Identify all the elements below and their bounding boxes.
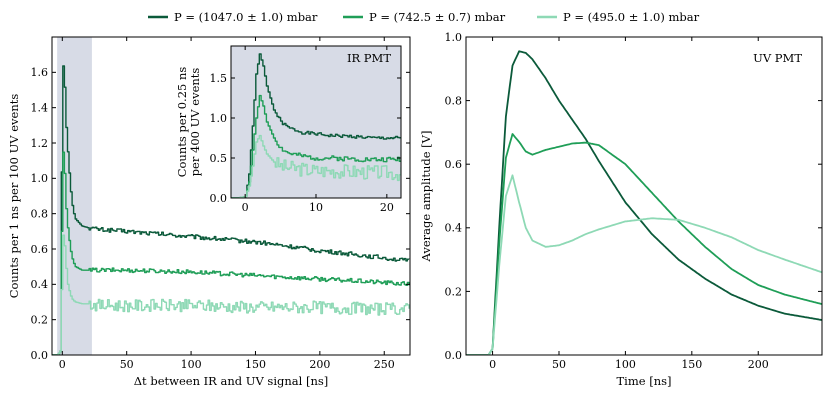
x-axis-label: Time [ns]: [617, 374, 672, 388]
y-tick-label: 0.8: [31, 208, 49, 221]
panel-title: UV PMT: [753, 51, 802, 65]
y-axis-label-line: per 400 UV events: [188, 68, 202, 177]
series-line: [52, 65, 410, 355]
plot-frame: [465, 36, 823, 356]
x-tick-label: 20: [380, 201, 394, 214]
y-tick-label: 1.0: [445, 31, 463, 44]
x-tick-label: 50: [552, 358, 566, 371]
y-tick-label: 0.6: [445, 158, 463, 171]
y-axis-label: Counts per 1 ns per 100 UV events: [7, 94, 21, 299]
series-line: [52, 234, 410, 355]
y-tick-label: 1.0: [31, 172, 49, 185]
y-tick-label: 1.4: [31, 102, 49, 115]
legend-label: P = (1047.0 ± 1.0) mbar: [174, 10, 318, 24]
y-tick-label: 1.0: [210, 112, 228, 125]
left-panel: 0 50 100 150 200 2500.00.20.40.60.81.01.21.41…: [7, 36, 411, 388]
y-tick-label: 0.4: [31, 278, 49, 291]
series-line: [466, 133, 822, 355]
x-tick-label: 10: [309, 201, 323, 214]
series-line: [231, 53, 401, 198]
y-axis-label: Counts per 0.25 nsper 400 UV events: [175, 67, 202, 178]
x-tick-label: 250: [374, 358, 395, 371]
series-line: [231, 134, 401, 198]
x-tick-label: 0: [59, 358, 66, 371]
y-tick-label: 0.5: [210, 152, 228, 165]
series-line: [466, 50, 822, 355]
y-tick-label: 0.2: [445, 285, 463, 298]
plot-frame: [51, 36, 411, 356]
x-tick-label: 100: [615, 358, 636, 371]
plot-background: [231, 46, 401, 198]
right-panel: 0 50 100 150 200 0.0 0.2 0.4 0.6 0.8 1.0 Time [ns] A…: [419, 31, 823, 388]
y-tick-label: 0.0: [210, 192, 228, 205]
y-tick-label: 1.5: [210, 72, 228, 85]
y-tick-label: 0.8: [445, 94, 463, 107]
y-tick-label: 0.6: [31, 243, 49, 256]
legend-label: P = (495.0 ± 1.0) mbar: [563, 10, 700, 24]
x-tick-label: 50: [120, 358, 134, 371]
x-tick-label: 150: [681, 358, 702, 371]
y-tick-label: 0.0: [445, 349, 463, 362]
x-tick-label: 0: [489, 358, 496, 371]
x-tick-label: 0: [242, 201, 249, 214]
y-tick-label: 0.2: [31, 314, 49, 327]
legend: P = (1047.0 ± 1.0) mbar P = (742.5 ± 0.7)…: [148, 10, 700, 24]
x-tick-label: 200: [748, 358, 769, 371]
x-tick-label: 150: [245, 358, 266, 371]
x-axis-label: Δt between IR and UV signal [ns]: [134, 374, 329, 388]
series-line: [52, 151, 410, 355]
x-tick-label: 100: [181, 358, 202, 371]
legend-label: P = (742.5 ± 0.7) mbar: [369, 10, 506, 24]
y-tick-label: 0.0: [31, 349, 49, 362]
x-tick-label: 200: [309, 358, 330, 371]
inset-panel: 0 10 20 0.0 0.5 1.0 1.5 Counts per 0.25 nsper 4…: [175, 45, 402, 214]
y-tick-label: 0.4: [445, 222, 463, 235]
panel-title: IR PMT: [347, 51, 391, 65]
y-tick-label: 1.2: [31, 137, 49, 150]
y-tick-label: 1.6: [31, 66, 49, 79]
y-axis-label: Average amplitude [V]: [419, 131, 433, 263]
series-line: [231, 94, 401, 198]
series-line: [466, 174, 822, 355]
y-axis-label-line: Counts per 0.25 ns: [175, 67, 189, 178]
